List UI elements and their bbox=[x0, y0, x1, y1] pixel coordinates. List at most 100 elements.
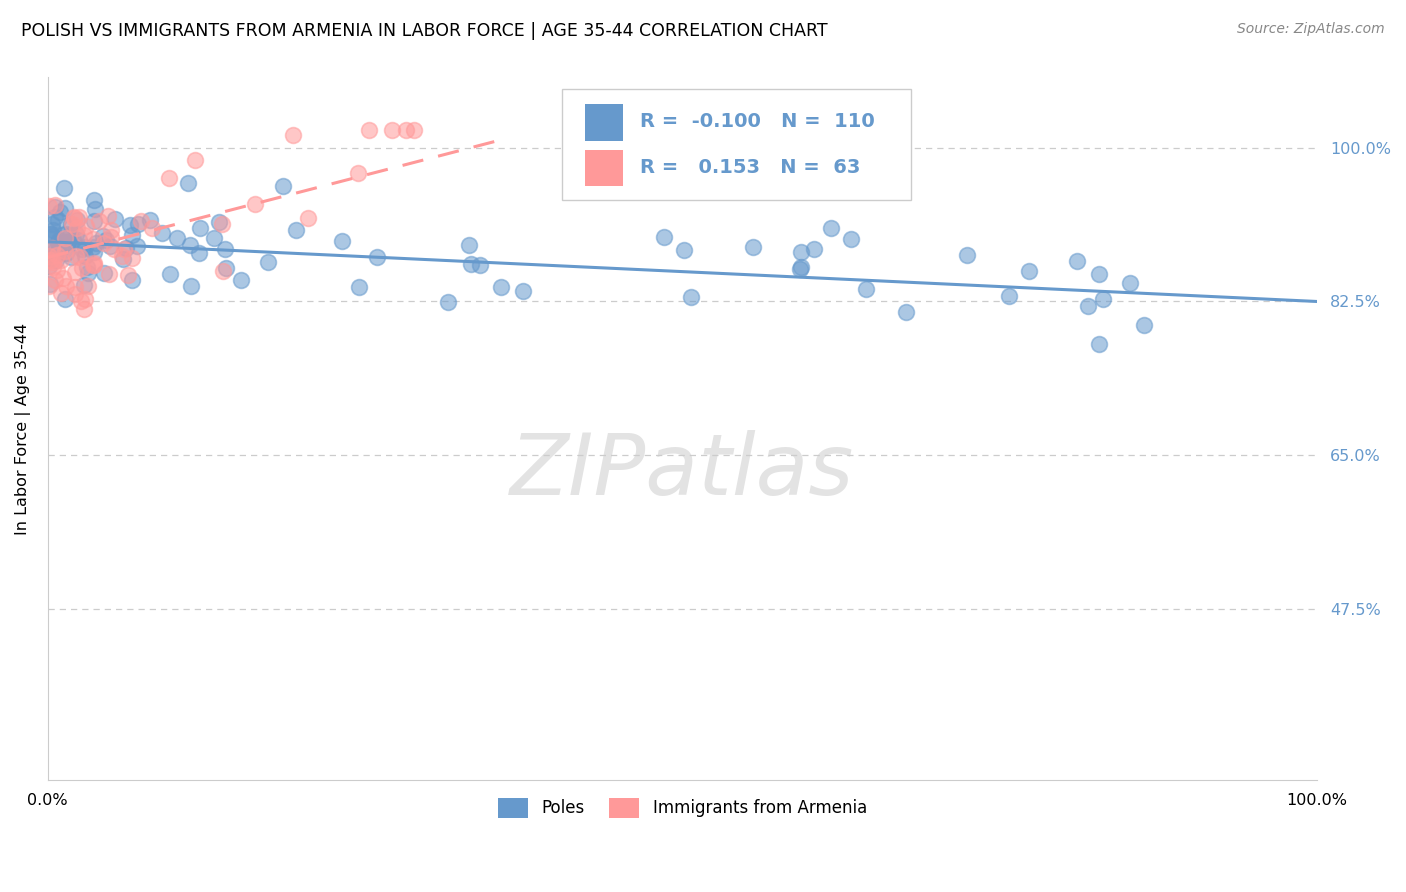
Point bbox=[53, 293, 76, 307]
Point bbox=[789, 262, 811, 277]
Point bbox=[83, 194, 105, 208]
Point bbox=[381, 123, 404, 137]
Point bbox=[63, 279, 86, 293]
Point bbox=[39, 252, 62, 267]
Point bbox=[84, 235, 107, 250]
Point bbox=[55, 279, 77, 293]
Point bbox=[1088, 337, 1111, 351]
Point bbox=[63, 265, 86, 279]
Point bbox=[55, 235, 77, 249]
Point bbox=[211, 217, 233, 231]
Point bbox=[73, 240, 96, 254]
Point bbox=[76, 278, 98, 293]
Point bbox=[45, 242, 67, 256]
Point bbox=[1018, 264, 1040, 278]
Point bbox=[437, 295, 460, 310]
Point bbox=[702, 170, 724, 185]
Point bbox=[38, 259, 60, 273]
Point bbox=[1091, 292, 1114, 306]
Point bbox=[190, 221, 212, 235]
FancyBboxPatch shape bbox=[561, 89, 911, 201]
Point bbox=[65, 287, 87, 301]
Point bbox=[93, 266, 115, 280]
Point bbox=[38, 244, 60, 258]
Point bbox=[53, 230, 76, 244]
Text: POLISH VS IMMIGRANTS FROM ARMENIA IN LABOR FORCE | AGE 35-44 CORRELATION CHART: POLISH VS IMMIGRANTS FROM ARMENIA IN LAB… bbox=[21, 22, 828, 40]
Point bbox=[187, 245, 209, 260]
Point bbox=[52, 271, 75, 285]
Point bbox=[121, 251, 143, 265]
Point bbox=[114, 242, 136, 256]
Point bbox=[39, 227, 62, 241]
Point bbox=[402, 123, 425, 137]
Point bbox=[179, 238, 201, 252]
Point bbox=[46, 246, 69, 260]
Point bbox=[45, 263, 67, 277]
Point bbox=[956, 248, 979, 262]
Legend: Poles, Immigrants from Armenia: Poles, Immigrants from Armenia bbox=[491, 791, 873, 825]
Point bbox=[55, 227, 77, 241]
Point bbox=[855, 282, 877, 296]
Point bbox=[83, 258, 105, 272]
Point bbox=[183, 153, 205, 167]
Point bbox=[112, 252, 135, 267]
Point bbox=[59, 228, 82, 243]
Point bbox=[62, 234, 84, 248]
Point bbox=[159, 267, 181, 281]
Point bbox=[82, 239, 104, 253]
Point bbox=[679, 290, 702, 304]
Point bbox=[839, 232, 862, 246]
Point bbox=[100, 229, 122, 244]
Point bbox=[330, 234, 353, 248]
Point bbox=[285, 223, 308, 237]
Point bbox=[41, 218, 63, 232]
Point bbox=[83, 214, 105, 228]
Point bbox=[41, 241, 63, 255]
Point bbox=[790, 245, 813, 260]
Point bbox=[44, 273, 66, 287]
Point bbox=[97, 267, 120, 281]
Point bbox=[1133, 318, 1156, 332]
Point bbox=[98, 239, 121, 253]
Point bbox=[83, 245, 105, 260]
Point bbox=[271, 179, 294, 194]
Point bbox=[139, 213, 162, 227]
Point bbox=[48, 233, 70, 247]
Point bbox=[214, 242, 236, 256]
Point bbox=[75, 249, 97, 263]
Point bbox=[76, 266, 98, 280]
Point bbox=[100, 223, 122, 237]
Point bbox=[297, 211, 319, 225]
Point bbox=[103, 242, 125, 256]
Point bbox=[395, 123, 418, 137]
Point bbox=[346, 166, 368, 180]
Point bbox=[1088, 267, 1111, 281]
Point bbox=[157, 171, 180, 186]
Point bbox=[49, 205, 72, 219]
Point bbox=[214, 260, 236, 275]
Point bbox=[60, 250, 83, 264]
Point bbox=[129, 214, 152, 228]
Point bbox=[117, 268, 139, 282]
Point bbox=[208, 214, 231, 228]
Point bbox=[46, 236, 69, 251]
Point bbox=[127, 217, 149, 231]
Point bbox=[87, 214, 110, 228]
Text: R =   0.153   N =  63: R = 0.153 N = 63 bbox=[640, 158, 860, 177]
Point bbox=[38, 279, 60, 293]
Point bbox=[55, 246, 77, 260]
Point bbox=[73, 292, 96, 306]
Point bbox=[180, 279, 202, 293]
Point bbox=[177, 176, 200, 190]
Point bbox=[60, 217, 83, 231]
Point bbox=[489, 280, 512, 294]
Point bbox=[166, 231, 188, 245]
Point bbox=[281, 128, 304, 142]
Point bbox=[820, 220, 842, 235]
Point bbox=[49, 285, 72, 300]
Point bbox=[150, 226, 173, 240]
Point bbox=[1077, 299, 1099, 313]
Point bbox=[470, 258, 492, 272]
Point bbox=[48, 236, 70, 251]
Point bbox=[73, 278, 96, 293]
